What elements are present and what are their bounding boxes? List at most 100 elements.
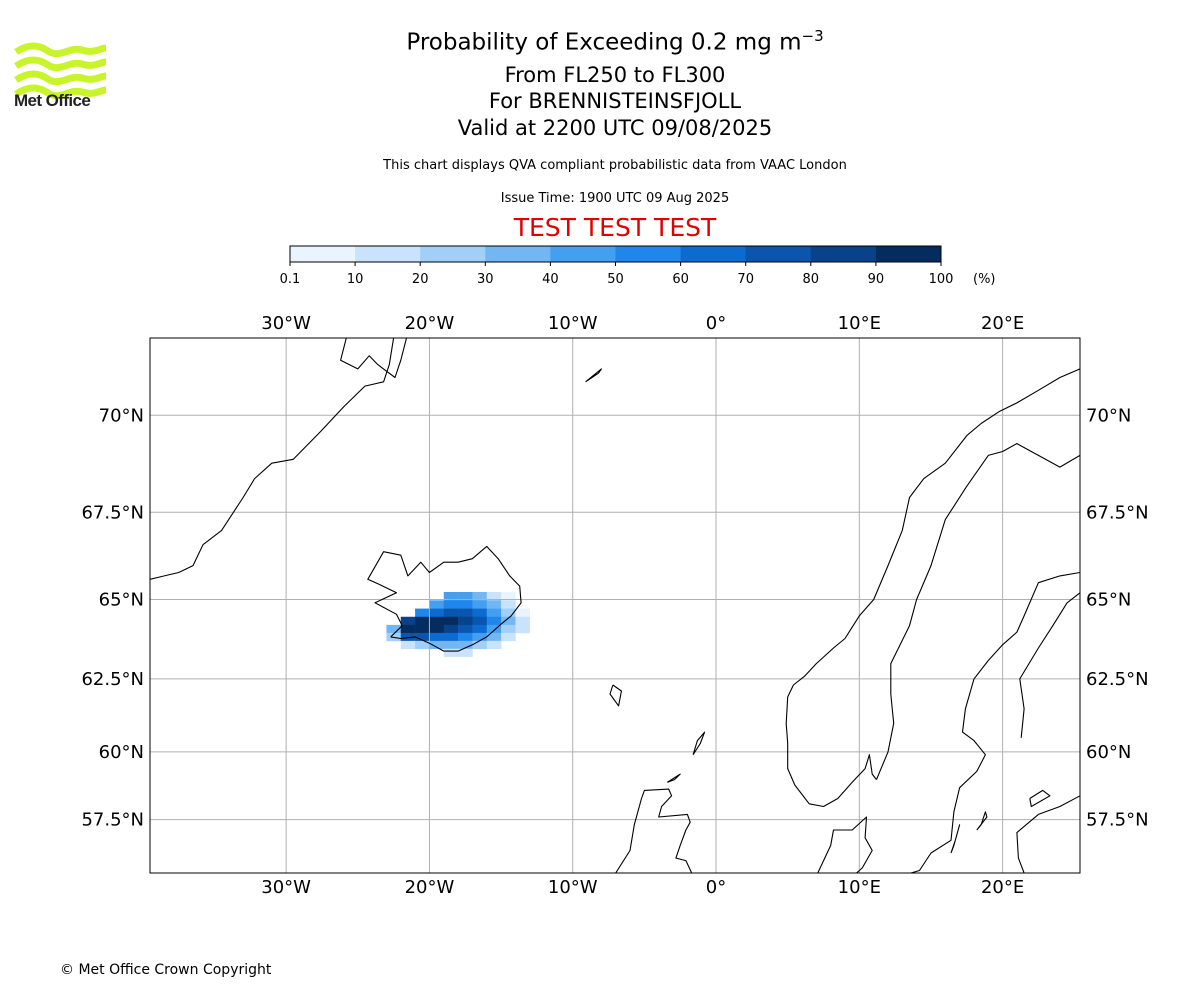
probability-cell <box>415 616 430 626</box>
probability-cell <box>486 608 502 618</box>
probability-cell <box>501 608 516 618</box>
lat-label-left: 60°N <box>99 742 144 763</box>
colorbar-tick-label: 20 <box>412 272 429 287</box>
lat-label-right: 60°N <box>1086 742 1131 763</box>
probability-cell <box>486 591 502 601</box>
colorbar-tick-label: 40 <box>542 272 559 287</box>
probability-cell <box>415 608 430 618</box>
probability-cell <box>400 640 416 650</box>
colorbar-tick-label: 60 <box>672 272 689 287</box>
probability-cell <box>400 616 416 626</box>
iceland <box>367 545 522 652</box>
colorbar-tick-label: 90 <box>868 272 885 287</box>
volcano-name: For BRENNISTEINSFJOLL <box>488 89 742 113</box>
colorbar-segment <box>420 246 486 262</box>
probability-cell <box>415 640 430 650</box>
probability-cell <box>415 632 430 642</box>
lat-label-right: 62.5°N <box>1086 669 1149 690</box>
colorbar-segment <box>745 246 812 262</box>
probability-cell <box>458 591 473 601</box>
probability-cell <box>472 608 488 618</box>
lat-label-left: 65°N <box>99 589 144 610</box>
map-frame <box>149 337 1081 874</box>
met-office-wave-mark <box>14 42 107 100</box>
colorbar-tick-label: 100 <box>929 272 954 287</box>
probability-cell <box>458 608 473 618</box>
greenland-scoresby <box>340 338 408 379</box>
probability-cell <box>400 632 416 642</box>
probability-cell <box>429 632 445 642</box>
met-office-logo <box>14 42 107 100</box>
colorbar-segment <box>355 246 421 262</box>
issue-time: Issue Time: 1900 UTC 09 Aug 2025 <box>500 191 730 206</box>
lon-label-bottom: 20°E <box>981 877 1024 898</box>
probability-cell <box>458 624 473 634</box>
probability-cell <box>443 624 459 634</box>
lat-label-right: 67.5°N <box>1086 502 1149 523</box>
probability-cell <box>415 624 430 634</box>
norway-south <box>794 754 877 808</box>
probability-cell <box>443 616 459 626</box>
probability-cell <box>458 632 473 642</box>
colorbar-tick-label: 80 <box>803 272 820 287</box>
probability-cell <box>486 632 502 642</box>
probability-cell <box>501 616 516 626</box>
probability-cell <box>429 608 445 618</box>
lon-label-top: 20°W <box>405 313 455 334</box>
lon-label-bottom: 0° <box>706 877 726 898</box>
lat-label-right: 57.5°N <box>1086 810 1149 831</box>
norway-sweden-border <box>875 443 1080 780</box>
probability-cell <box>429 640 445 650</box>
probability-cell <box>443 648 459 657</box>
test-banner: TEST TEST TEST <box>513 213 717 242</box>
probability-cell <box>400 624 416 634</box>
probability-cell <box>472 600 488 609</box>
probability-cell <box>386 624 402 634</box>
faroe-islands <box>609 684 622 707</box>
probability-cell <box>458 600 473 609</box>
lon-label-top: 0° <box>706 313 726 334</box>
colorbar-tick-label: 0.1 <box>280 272 301 287</box>
probability-cell <box>458 616 473 626</box>
colorbar-segment <box>875 246 942 262</box>
lat-label-left: 67.5°N <box>81 502 144 523</box>
probability-cell <box>472 591 488 601</box>
probability-cell <box>486 600 502 609</box>
lon-label-bottom: 10°E <box>838 877 881 898</box>
jan-mayen <box>585 368 602 383</box>
probability-cell <box>443 640 459 650</box>
coastlines <box>150 338 1080 873</box>
probability-cell <box>472 640 488 650</box>
copyright-notice: © Met Office Crown Copyright <box>60 962 272 978</box>
saaremaa <box>1029 789 1051 808</box>
lon-label-top: 30°W <box>261 313 311 334</box>
probability-cell <box>501 624 516 634</box>
probability-cell <box>443 600 459 609</box>
lat-label-left: 62.5°N <box>81 669 144 690</box>
probability-cell <box>515 616 531 626</box>
colorbar-segment <box>615 246 682 262</box>
flight-level-range: From FL250 to FL300 <box>504 63 726 87</box>
lon-label-bottom: 20°W <box>405 877 455 898</box>
lon-label-top: 10°W <box>548 313 598 334</box>
colorbar-tick-label: 30 <box>477 272 494 287</box>
colorbar-segment <box>485 246 551 262</box>
probability-cell <box>443 591 459 601</box>
valid-time: Valid at 2200 UTC 09/08/2025 <box>457 116 773 140</box>
probability-cell <box>429 616 445 626</box>
probability-cell <box>486 624 502 634</box>
oland <box>950 824 961 854</box>
met-office-wordmark: Met Office <box>14 91 91 110</box>
colorbar-unit: (%) <box>973 272 996 287</box>
orkney <box>667 773 681 783</box>
probability-cell <box>501 632 516 642</box>
scotland-coast <box>615 788 693 873</box>
norway-coast <box>817 816 873 873</box>
lon-label-top: 20°E <box>981 313 1024 334</box>
probability-cell <box>515 608 531 618</box>
lat-label-left: 57.5°N <box>81 810 144 831</box>
colorbar: 0.1 10 20 30 40 50 60 70 80 90 100 (%) <box>280 245 996 287</box>
sweden-baltic-coast <box>910 571 1080 873</box>
estonia-coast <box>1016 795 1080 873</box>
